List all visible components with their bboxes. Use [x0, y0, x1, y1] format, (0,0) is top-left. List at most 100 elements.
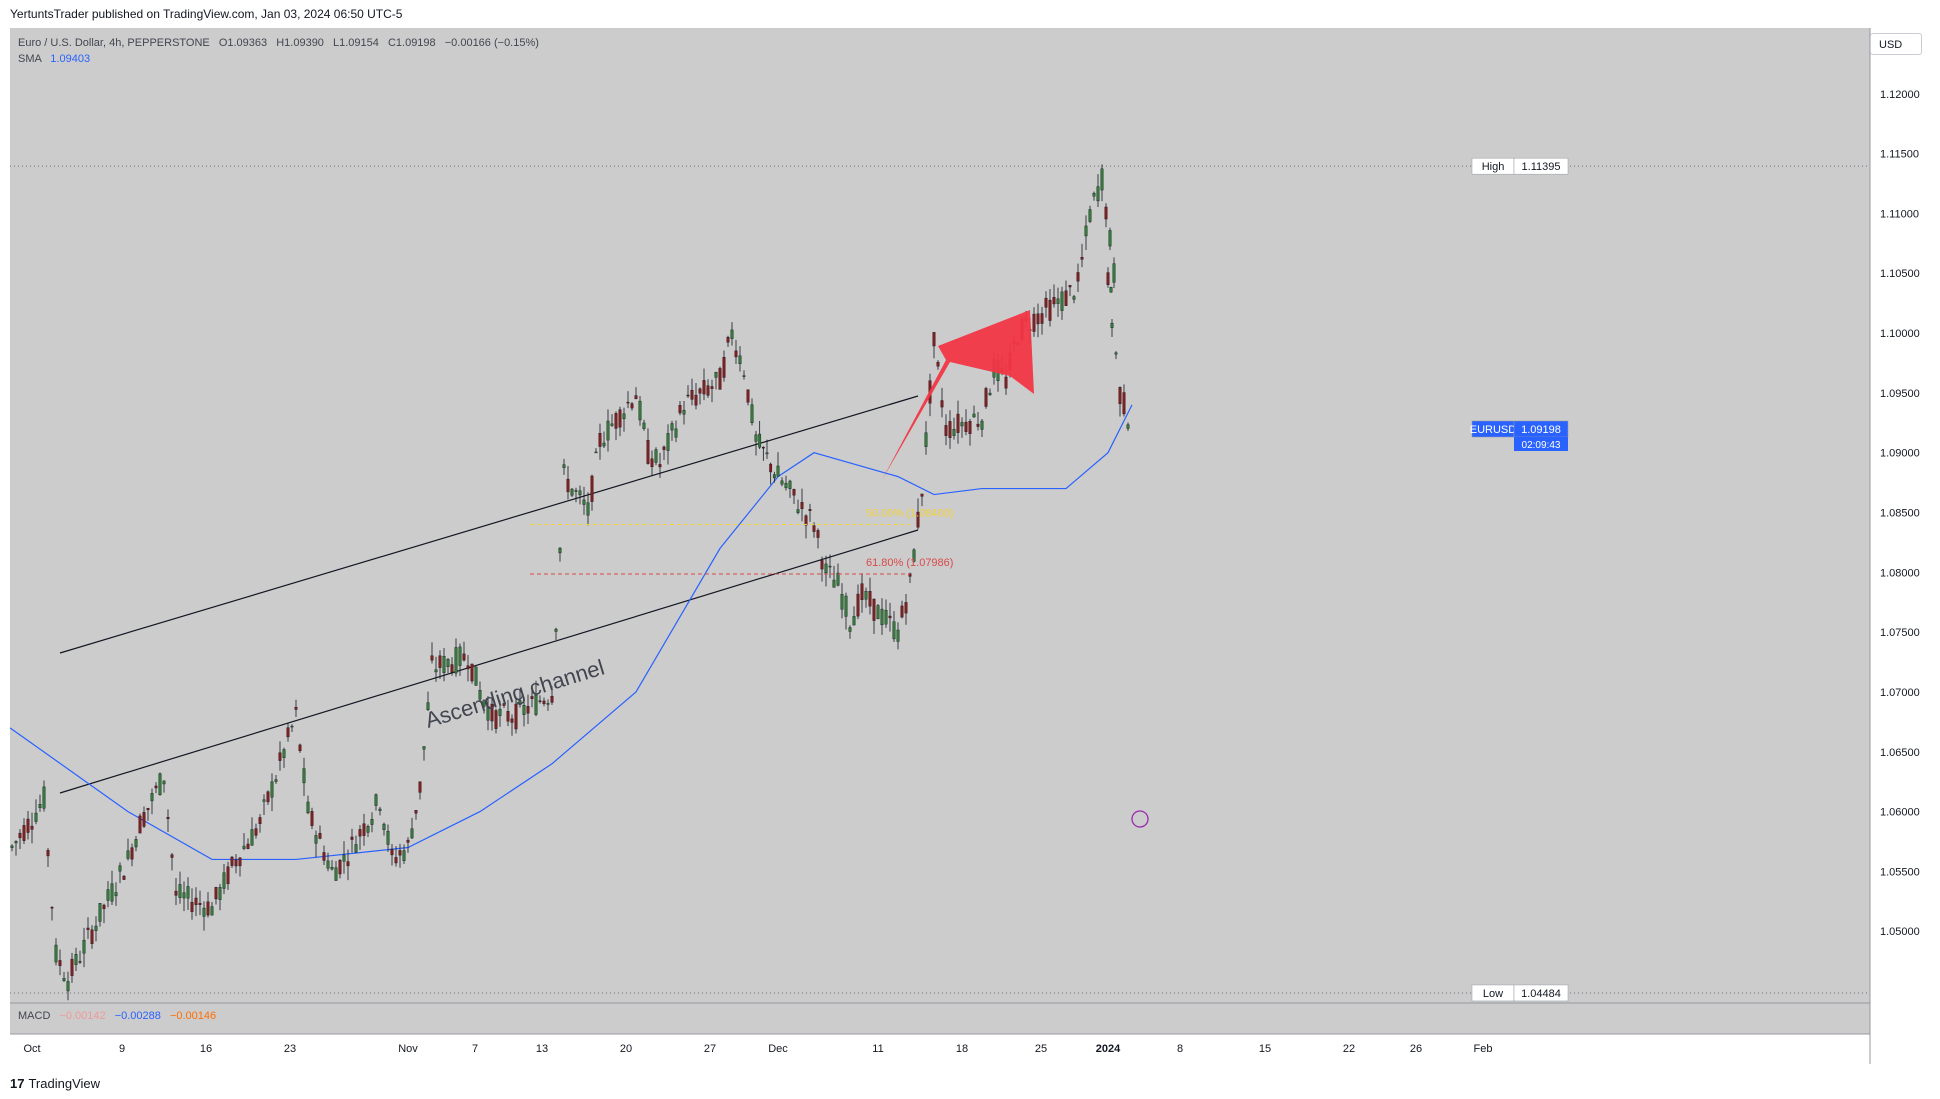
logo-text: TradingView — [28, 1076, 101, 1091]
candle-body — [230, 856, 234, 866]
sma-row[interactable]: SMA 1.09403 — [18, 51, 539, 67]
candle-body — [606, 420, 610, 441]
candle-body — [174, 890, 178, 896]
candle-body — [94, 925, 98, 931]
x-tick-label: 15 — [1259, 1043, 1271, 1055]
candle-body — [1068, 285, 1072, 288]
candle-body — [602, 442, 606, 447]
candle-body — [1036, 313, 1040, 325]
candle-body — [234, 859, 238, 867]
x-tick-label: Nov — [398, 1043, 418, 1055]
y-tick-label: 1.11000 — [1880, 208, 1919, 220]
candle-body — [278, 752, 282, 761]
candle-body — [920, 493, 924, 497]
candle-body — [932, 332, 936, 347]
candle-body — [804, 515, 808, 526]
candle-body — [980, 420, 984, 430]
candle-body — [738, 355, 742, 365]
candle-body — [1052, 297, 1056, 305]
candle-body — [446, 659, 450, 667]
candle-body — [526, 706, 530, 714]
candle-body — [266, 791, 270, 803]
candle-body — [346, 861, 350, 867]
candle-body — [470, 663, 474, 682]
candle-body — [418, 781, 422, 793]
candle-body — [626, 401, 630, 404]
candle-body — [374, 794, 378, 806]
candle-body — [434, 669, 438, 673]
currency-button[interactable]: USD — [1870, 33, 1922, 55]
price-chart[interactable]: 1.12000 1.11500 1.11000 1.10500 1.10000 1.095… — [10, 28, 1930, 1064]
y-tick-label: 1.08500 — [1880, 508, 1920, 520]
candle-body — [462, 653, 466, 661]
candle-body — [674, 428, 678, 438]
candle-body — [796, 509, 800, 513]
candle-body — [186, 886, 190, 899]
candle-body — [1084, 225, 1088, 237]
candle-body — [816, 530, 820, 538]
fib-level-label: 61.80% (1.07986) — [866, 557, 953, 569]
candle-body — [182, 892, 186, 899]
candle-body — [726, 336, 730, 343]
candle-body — [430, 655, 434, 661]
candle-body — [518, 700, 522, 705]
publish-header: YertuntsTrader published on TradingView.… — [0, 0, 1940, 28]
macd-line-value: −0.00288 — [114, 1010, 161, 1022]
candle-body — [638, 400, 642, 421]
change-value: −0.00166 (−0.15%) — [444, 37, 539, 49]
candle-body — [772, 474, 776, 479]
candle-body — [1064, 290, 1068, 306]
x-tick-label: 8 — [1177, 1043, 1183, 1055]
candle-body — [1056, 298, 1060, 304]
candle-body — [1114, 352, 1118, 355]
candle-body — [860, 583, 864, 600]
candle-body — [1044, 297, 1048, 308]
macd-legend[interactable]: MACD −0.00142 −0.00288 −0.00146 — [18, 1010, 222, 1022]
candle-body — [562, 464, 566, 468]
candle-body — [678, 405, 682, 414]
candle-body — [758, 433, 762, 448]
y-tick-label: 1.06000 — [1880, 807, 1920, 819]
candle-body — [282, 749, 286, 758]
candle-body — [262, 799, 266, 802]
candle-body — [82, 939, 86, 954]
candle-body — [876, 605, 880, 620]
candle-body — [358, 829, 362, 837]
candle-body — [178, 884, 182, 898]
candle-body — [936, 361, 940, 367]
candle-body — [976, 423, 980, 427]
y-tick-label: 1.08000 — [1880, 567, 1920, 579]
candle-body — [126, 850, 130, 859]
candle-body — [250, 829, 254, 846]
plot-background — [10, 28, 1870, 1034]
candle-body — [590, 475, 594, 502]
candle-body — [546, 703, 550, 705]
candle-body — [884, 609, 888, 625]
high-marker-value-bg — [1513, 157, 1569, 175]
candle-body — [1112, 263, 1116, 283]
tradingview-logo[interactable]: 17 TradingView — [10, 1076, 100, 1091]
candle-body — [1076, 272, 1080, 282]
candle-body — [422, 746, 426, 750]
candle-body — [1072, 296, 1076, 300]
candle-body — [538, 700, 542, 702]
candle-body — [442, 656, 446, 673]
candle-body — [972, 413, 976, 418]
candle-body — [486, 706, 490, 721]
candle-body — [586, 502, 590, 516]
candle-body — [944, 425, 948, 436]
x-tick-label: 9 — [119, 1043, 125, 1055]
candle-body — [70, 958, 74, 976]
candle-body — [330, 866, 334, 870]
candle-body — [166, 816, 170, 820]
candle-body — [194, 897, 198, 906]
candle-body — [1118, 387, 1122, 405]
high-marker-value: 1.11395 — [1522, 161, 1561, 173]
candle-body — [334, 867, 338, 881]
alert-icon[interactable] — [1131, 810, 1149, 828]
x-tick-label: 23 — [284, 1043, 296, 1055]
candle-body — [1126, 424, 1130, 429]
candle-body — [326, 860, 330, 869]
candle-body — [426, 702, 430, 710]
candle-body — [836, 572, 840, 586]
